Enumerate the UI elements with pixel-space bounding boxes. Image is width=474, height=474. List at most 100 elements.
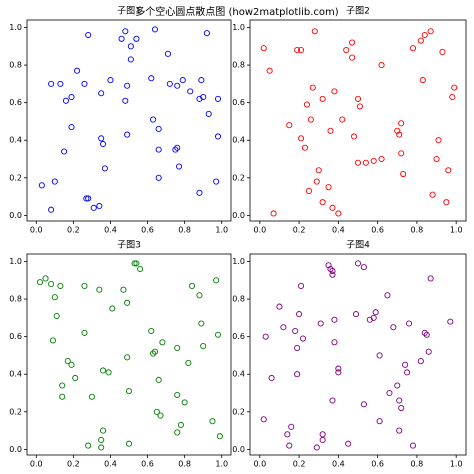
point <box>298 282 305 289</box>
x-tick-label: 0.2 <box>293 460 306 469</box>
point <box>319 431 326 438</box>
point <box>260 45 267 52</box>
y-tick-label: 1.0 <box>232 23 245 32</box>
point <box>398 150 405 157</box>
point <box>62 97 69 104</box>
point <box>329 204 336 211</box>
x-tick-label: 1.0 <box>450 460 463 469</box>
point <box>354 95 362 102</box>
point <box>174 429 181 436</box>
point <box>331 88 338 95</box>
point <box>148 75 155 82</box>
point <box>98 444 105 451</box>
point <box>286 122 293 129</box>
y-tick-label: 0.4 <box>232 136 245 145</box>
point <box>99 427 107 434</box>
x-tick-label: 1.0 <box>215 226 228 235</box>
point <box>349 39 356 46</box>
point <box>339 116 346 123</box>
point <box>360 401 367 408</box>
point <box>213 277 220 284</box>
y-tick-label: 0.0 <box>9 211 22 220</box>
x-tick-label: 0.0 <box>30 226 43 235</box>
point <box>38 182 45 189</box>
point <box>59 382 66 389</box>
point <box>451 84 458 91</box>
point <box>122 97 129 104</box>
point <box>315 167 322 174</box>
point <box>148 327 155 335</box>
point <box>360 264 367 271</box>
point <box>386 389 393 397</box>
x-tick-label: 0.4 <box>332 460 345 469</box>
point <box>352 311 360 318</box>
point <box>402 361 409 368</box>
point <box>85 31 92 39</box>
point <box>292 327 299 335</box>
point <box>187 88 194 95</box>
point <box>398 404 405 412</box>
point <box>298 47 305 54</box>
point <box>127 43 134 50</box>
point <box>384 292 391 299</box>
point <box>362 159 369 166</box>
point <box>125 440 133 447</box>
point <box>99 367 107 374</box>
point <box>335 369 342 376</box>
point <box>294 371 301 378</box>
point <box>394 382 401 389</box>
point <box>133 260 140 267</box>
point <box>260 416 267 423</box>
point <box>83 195 90 202</box>
x-tick-label: 1.0 <box>450 226 463 235</box>
point <box>329 397 336 404</box>
point <box>354 159 362 166</box>
point <box>378 155 385 163</box>
point <box>329 267 336 274</box>
point <box>294 47 301 54</box>
point <box>343 47 350 54</box>
y-tick-label: 1.0 <box>9 257 22 266</box>
point <box>214 95 222 102</box>
y-tick-label: 0.4 <box>232 370 245 379</box>
point <box>120 286 127 293</box>
point <box>266 67 273 74</box>
point <box>390 324 397 331</box>
point <box>409 45 417 52</box>
point <box>203 30 210 37</box>
point <box>49 337 57 344</box>
point <box>213 178 220 185</box>
x-tick-label: 0.4 <box>104 226 117 235</box>
point <box>445 167 452 174</box>
point <box>105 369 112 376</box>
point <box>42 275 49 282</box>
point <box>155 174 162 181</box>
point <box>151 348 159 355</box>
point <box>327 127 334 134</box>
y-tick-label: 0.8 <box>232 61 245 70</box>
point <box>159 339 166 346</box>
point <box>296 311 303 318</box>
y-tick-label: 1.0 <box>9 23 22 32</box>
y-tick-label: 0.2 <box>9 407 22 416</box>
x-tick-label: 0.6 <box>371 226 384 235</box>
point <box>81 80 88 87</box>
point <box>157 412 164 419</box>
point <box>189 282 196 289</box>
point <box>125 388 133 395</box>
point <box>51 178 58 185</box>
point <box>185 359 192 367</box>
point <box>301 144 309 151</box>
point <box>327 265 334 273</box>
point <box>200 93 207 101</box>
point <box>198 320 205 327</box>
point <box>270 210 277 217</box>
point <box>98 90 105 97</box>
point <box>433 155 440 163</box>
point <box>299 335 307 342</box>
figure-title: 多个空心圆点散点图 (how2matplotlib.com) <box>135 5 338 18</box>
point <box>331 339 338 346</box>
x-tick-label: 1.0 <box>215 460 228 469</box>
point <box>439 48 446 55</box>
point <box>214 133 222 140</box>
